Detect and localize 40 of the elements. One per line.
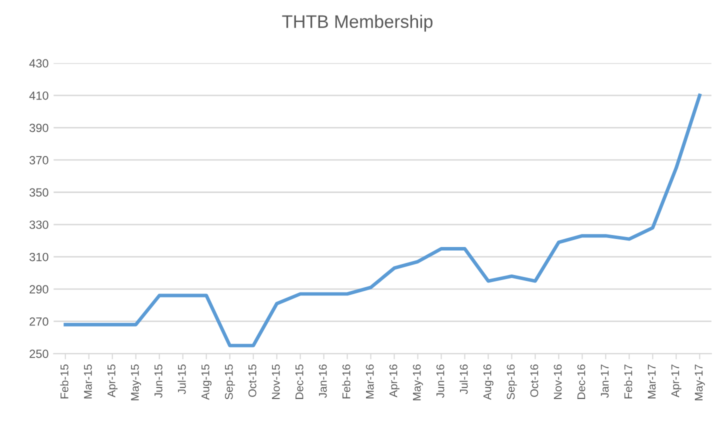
y-tick-label: 430 (29, 59, 48, 68)
y-tick-label: 410 (29, 91, 48, 100)
y-tick-label: 290 (30, 285, 48, 294)
x-tick-label: Jan-17 (600, 364, 609, 398)
y-tick-label: 370 (30, 156, 48, 164)
x-tick-label: Apr-17 (671, 364, 682, 398)
x-tick-label: Oct-15 (248, 364, 256, 397)
x-tick-label: Nov-15 (272, 364, 280, 399)
y-tick-label: 330 (30, 220, 48, 229)
x-tick-label: Oct-16 (530, 364, 538, 397)
x-tick-label: Aug-15 (202, 364, 212, 400)
chart-title: THTB Membership (282, 14, 432, 32)
x-tick-label: Feb-15 (60, 364, 68, 398)
x-tick-label: Sep-15 (224, 364, 235, 400)
x-tick-label: Feb-16 (342, 364, 350, 398)
x-tick-label: May-17 (694, 364, 705, 400)
x-tick-label: Aug-16 (483, 364, 494, 400)
x-tick-label: May-16 (412, 364, 423, 400)
x-tick-label: May-15 (131, 364, 142, 400)
x-tick-label: Sep-16 (506, 364, 517, 400)
y-tick-label: 350 (30, 188, 48, 197)
x-tick-label: Jul-16 (460, 364, 468, 394)
y-tick-label: 270 (30, 317, 48, 326)
y-tick-label: 390 (30, 124, 48, 132)
x-tick-label: Mar-15 (84, 364, 92, 398)
x-tick-label: Apr-16 (389, 364, 400, 398)
y-tick-label: 310 (30, 252, 48, 262)
x-tick-label: Dec-15 (296, 364, 304, 399)
x-tick-label: Dec-16 (577, 364, 586, 399)
x-tick-label: Mar-17 (648, 364, 656, 398)
x-tick-label: Mar-16 (366, 364, 374, 398)
y-tick-label: 250 (30, 350, 48, 358)
x-tick-label: Apr-15 (108, 364, 118, 398)
x-tick-label: Nov-16 (554, 364, 562, 399)
x-tick-label: Jun-16 (436, 364, 444, 398)
x-tick-label: Jan-16 (318, 364, 327, 398)
line-series (64, 94, 702, 348)
x-tick-label: Jul-15 (178, 364, 186, 394)
x-tick-label: Feb-17 (624, 364, 632, 398)
x-tick-label: Jun-15 (154, 364, 162, 398)
